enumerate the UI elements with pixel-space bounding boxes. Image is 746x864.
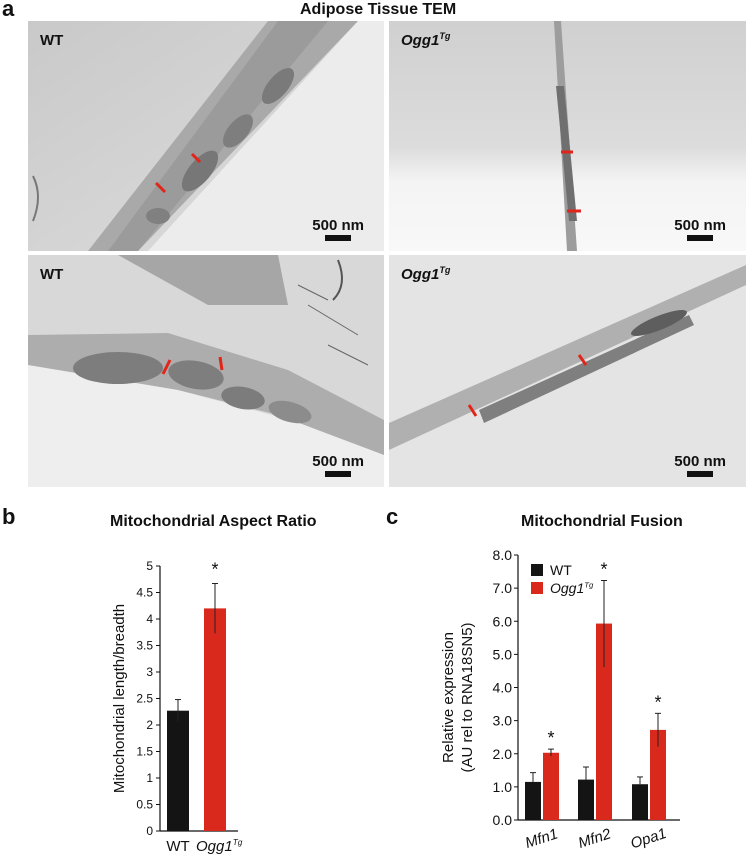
svg-text:5: 5 [146, 559, 153, 573]
svg-text:*: * [654, 692, 661, 712]
svg-text:Opa1: Opa1 [629, 825, 669, 853]
svg-text:Ogg1Tg: Ogg1Tg [550, 580, 594, 596]
svg-text:0: 0 [146, 824, 153, 838]
bar-Opa1-WT [632, 784, 648, 820]
svg-text:*: * [600, 560, 607, 580]
svg-text:8.0: 8.0 [493, 547, 513, 563]
svg-text:4: 4 [146, 612, 153, 626]
bar-Ogg1Tg [204, 608, 226, 831]
scale-bar: 500 nm [674, 217, 726, 241]
svg-text:7.0: 7.0 [493, 580, 513, 596]
panel-b-title: Mitochondrial Aspect Ratio [110, 513, 317, 530]
svg-text:3.5: 3.5 [136, 639, 153, 653]
svg-text:1.5: 1.5 [136, 745, 153, 759]
bar-WT [167, 710, 189, 831]
svg-text:2: 2 [146, 718, 153, 732]
scale-bar: 500 nm [674, 453, 726, 477]
panel-b-letter: b [2, 504, 16, 529]
svg-text:Mfn1: Mfn1 [523, 825, 560, 851]
svg-text:3: 3 [146, 665, 153, 679]
tem-image-ogg1-2: Ogg1Tg 500 nm [389, 255, 746, 487]
scale-bar: 500 nm [312, 217, 364, 241]
panel-a-title: Adipose Tissue TEM [300, 1, 457, 18]
svg-text:Mfn2: Mfn2 [576, 825, 614, 852]
svg-text:3.0: 3.0 [493, 713, 513, 729]
tem-image-wt-2: WT 500 nm [28, 255, 384, 487]
tem-micrograph [28, 255, 384, 487]
genotype-label: WT [40, 32, 64, 49]
genotype-label: Ogg1Tg [401, 265, 451, 283]
bar-Mfn2-Ogg1Tg [596, 623, 612, 820]
svg-text:2.5: 2.5 [136, 692, 153, 706]
panel-a-letter: a [2, 0, 15, 21]
svg-text:4.0: 4.0 [493, 680, 513, 696]
svg-text:0.0: 0.0 [493, 812, 513, 828]
svg-text:(AU rel to RNA18SN5): (AU rel to RNA18SN5) [459, 622, 476, 772]
tem-micrograph [389, 21, 746, 251]
svg-text:*: * [547, 728, 554, 748]
bar-Mfn2-WT [578, 779, 594, 820]
tem-micrograph [28, 21, 384, 251]
genotype-label: Ogg1Tg [401, 31, 451, 49]
bar-chart-b: 0 0.5 1 1.5 2 2.5 3 3.5 4 4.5 5 * WT Ogg1Tg Mitochondr… [111, 559, 243, 855]
svg-text:*: * [211, 559, 218, 579]
genotype-label: WT [40, 266, 64, 283]
aspect-ratio-chart: 0 0.5 1 1.5 2 2.5 3 3.5 4 4.5 5 * WT Ogg1Tg Mitochondr… [0, 540, 380, 859]
svg-text:WT: WT [166, 838, 189, 855]
svg-text:Relative expression: Relative expression [440, 632, 457, 763]
svg-text:Ogg1Tg: Ogg1Tg [196, 838, 243, 855]
svg-text:1.0: 1.0 [493, 779, 513, 795]
bar-Opa1-Ogg1Tg [650, 729, 666, 820]
svg-text:2.0: 2.0 [493, 746, 513, 762]
svg-text:4.5: 4.5 [136, 586, 153, 600]
svg-text:1: 1 [146, 771, 153, 785]
svg-text:0.5: 0.5 [136, 798, 153, 812]
panel-c-title: Mitochondrial Fusion [521, 513, 683, 530]
svg-text:Mitochondrial length/breadth: Mitochondrial length/breadth [111, 604, 128, 793]
tem-image-wt-1: WT 500 nm [28, 21, 384, 251]
svg-text:WT: WT [550, 562, 572, 578]
bar-chart-c: 0.0 1.0 2.0 3.0 4.0 5.0 6.0 7.0 8.0 * Mfn1 * Mfn2 * Op… [440, 547, 680, 853]
tem-micrograph [389, 255, 746, 487]
fusion-chart: 0.0 1.0 2.0 3.0 4.0 5.0 6.0 7.0 8.0 * Mfn1 * Mfn2 * Op… [380, 540, 746, 859]
tem-image-ogg1-1: Ogg1Tg 500 nm [389, 21, 746, 251]
panel-c-letter: c [386, 504, 399, 529]
bar-Mfn1-WT [525, 781, 541, 820]
svg-text:6.0: 6.0 [493, 613, 513, 629]
scale-bar: 500 nm [312, 453, 364, 477]
bar-Mfn1-Ogg1Tg [543, 752, 559, 820]
svg-text:5.0: 5.0 [493, 646, 513, 662]
